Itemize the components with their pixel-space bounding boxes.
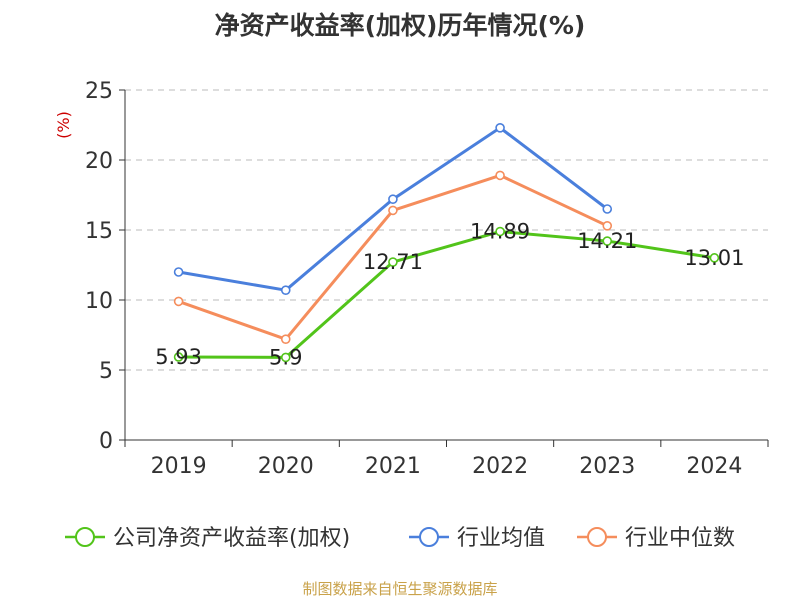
x-tick-label: 2019 — [151, 454, 207, 479]
data-point — [495, 123, 505, 133]
data-point — [280, 334, 291, 345]
y-tick-label: 10 — [85, 289, 113, 314]
data-point — [388, 194, 398, 204]
data-point — [495, 226, 505, 237]
data-label: 5.93 — [155, 345, 202, 369]
data-label: 12.71 — [363, 250, 423, 274]
y-tick-label: 15 — [85, 219, 113, 244]
data-point — [388, 205, 398, 216]
grid-lines — [125, 89, 768, 371]
y-tick-label: 20 — [85, 149, 113, 174]
data-point — [280, 285, 291, 296]
data-point — [173, 352, 184, 362]
x-tick-label: 2023 — [579, 454, 635, 479]
legend-marker — [75, 527, 95, 547]
y-tick-label: 25 — [85, 79, 113, 104]
y-tick-label: 0 — [99, 429, 113, 454]
data-label: 13.01 — [684, 246, 744, 270]
data-point — [709, 253, 720, 263]
axes: 0 5 10 15 20 25 2019 2020 2021 2022 2023 2024 — [85, 79, 769, 479]
data-label: 5.9 — [269, 345, 302, 369]
data-point — [173, 267, 184, 277]
data-label: 14.89 — [470, 220, 530, 244]
data-point — [173, 296, 184, 307]
legend-marker — [419, 527, 439, 547]
source-note: 制图数据来自恒生聚源数据库 — [302, 580, 498, 598]
data-point — [602, 221, 613, 231]
y-tick-label: 5 — [99, 359, 113, 384]
data-point — [388, 257, 398, 267]
x-tick-label: 2021 — [365, 454, 421, 479]
legend: 公司净资产收益率(加权) 行业均值 行业中位数 — [65, 526, 735, 551]
x-tick-label: 2022 — [472, 454, 528, 479]
series-layer — [173, 123, 720, 363]
data-point — [602, 236, 613, 246]
series-line — [178, 230, 715, 359]
data-label: 14.21 — [577, 229, 637, 253]
data-point — [495, 170, 505, 181]
y-axis-unit-label: (%) — [54, 111, 73, 139]
legend-label: 行业中位数 — [625, 526, 735, 551]
legend-label: 公司净资产收益率(加权) — [113, 526, 350, 551]
legend-marker — [587, 527, 607, 547]
data-point — [280, 352, 291, 363]
data-point — [602, 204, 613, 214]
data-labels: 5.93 5.9 12.71 14.89 14.21 13.01 — [155, 220, 744, 370]
x-tick-label: 2020 — [258, 454, 314, 479]
chart-title: 净资产收益率(加权)历年情况(%) — [214, 11, 586, 40]
x-tick-label: 2024 — [686, 454, 742, 479]
legend-label: 行业均值 — [457, 526, 545, 551]
